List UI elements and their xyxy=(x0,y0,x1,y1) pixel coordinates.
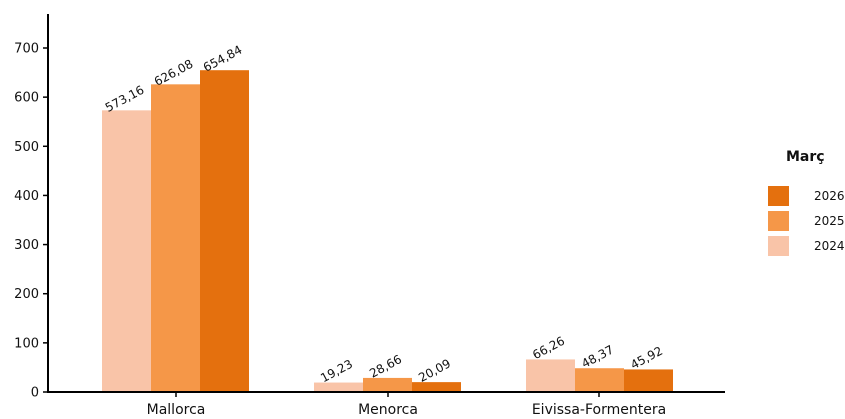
y-tick-label: 400 xyxy=(14,189,39,204)
legend-swatch-2026 xyxy=(768,186,789,206)
bar-2024-menorca xyxy=(314,382,363,392)
legend-swatch-2025 xyxy=(768,211,789,231)
legend-label: 2024 xyxy=(814,239,845,253)
data-label: 28,66 xyxy=(367,352,404,380)
bar-2026-menorca xyxy=(412,382,461,392)
data-label: 66,26 xyxy=(530,334,567,362)
data-label: 626,08 xyxy=(152,57,196,89)
x-category-label: Mallorca xyxy=(147,402,206,418)
legend: Març 2026 2025 2024 xyxy=(768,149,845,256)
bar-2024-mallorca xyxy=(102,110,151,393)
data-label: 654,84 xyxy=(201,43,245,75)
y-tick-label: 100 xyxy=(14,336,39,351)
x-category-label: Eivissa-Formentera xyxy=(532,402,666,418)
y-tick-label: 700 xyxy=(14,42,39,57)
bar-2026-eivissa-formentera xyxy=(624,369,673,392)
bar-2026-mallorca xyxy=(200,70,249,392)
data-label: 19,23 xyxy=(318,357,355,385)
x-axis: Mallorca Menorca Eivissa-Formentera xyxy=(47,391,725,418)
bar-2025-eivissa-formentera xyxy=(575,368,624,392)
legend-label: 2026 xyxy=(814,189,845,203)
data-label: 48,37 xyxy=(579,342,616,370)
bar-2024-eivissa-formentera xyxy=(526,359,575,392)
data-label: 20,09 xyxy=(416,356,453,384)
y-tick-label: 500 xyxy=(14,140,39,155)
y-tick-label: 200 xyxy=(14,287,39,302)
bar-2025-menorca xyxy=(363,377,412,392)
legend-swatch-2024 xyxy=(768,236,789,256)
x-category-label: Menorca xyxy=(358,402,418,418)
y-tick-label: 600 xyxy=(14,91,39,106)
data-label: 45,92 xyxy=(628,344,665,372)
y-tick-label: 300 xyxy=(14,238,39,253)
y-tick-label: 0 xyxy=(31,386,39,401)
bars xyxy=(102,70,673,393)
bar-2025-mallorca xyxy=(151,84,200,392)
y-axis: 0 100 200 300 400 500 600 700 xyxy=(14,14,49,401)
data-label: 573,16 xyxy=(103,83,147,115)
legend-label: 2025 xyxy=(814,214,845,228)
legend-title: Març xyxy=(786,149,825,165)
